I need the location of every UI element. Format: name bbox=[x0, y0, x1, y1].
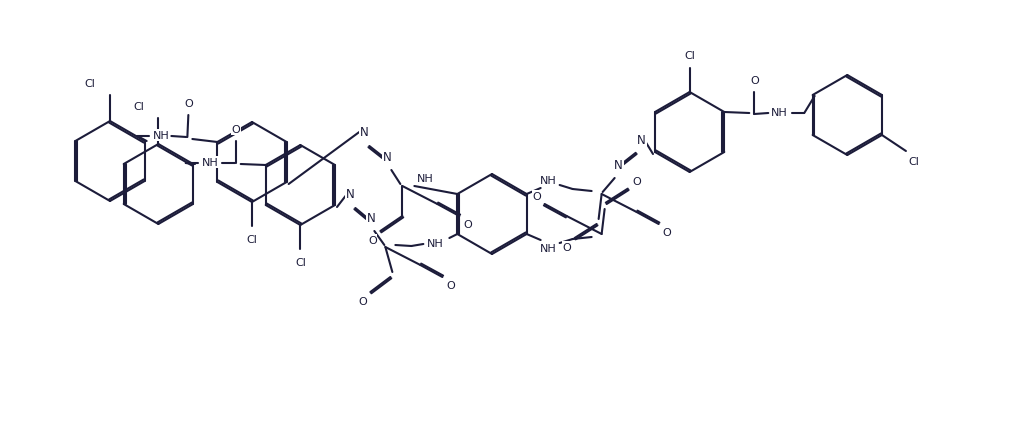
Text: O: O bbox=[463, 220, 471, 230]
Text: Cl: Cl bbox=[84, 79, 96, 89]
Text: Cl: Cl bbox=[133, 102, 144, 112]
Text: NH: NH bbox=[771, 108, 787, 118]
Text: Cl: Cl bbox=[295, 257, 306, 267]
Text: Cl: Cl bbox=[247, 234, 257, 244]
Text: NH: NH bbox=[153, 131, 170, 141]
Text: Cl: Cl bbox=[684, 51, 695, 61]
Text: NH: NH bbox=[540, 243, 557, 253]
Text: NH: NH bbox=[203, 158, 219, 168]
Text: N: N bbox=[637, 134, 646, 147]
Text: N: N bbox=[346, 188, 355, 201]
Text: N: N bbox=[614, 159, 623, 172]
Text: NH: NH bbox=[417, 174, 433, 184]
Text: N: N bbox=[367, 212, 376, 225]
Text: O: O bbox=[663, 227, 671, 237]
Text: Cl: Cl bbox=[909, 157, 919, 167]
Text: N: N bbox=[360, 126, 368, 139]
Text: O: O bbox=[232, 125, 240, 135]
Text: O: O bbox=[562, 243, 571, 253]
Text: NH: NH bbox=[427, 238, 443, 248]
Text: O: O bbox=[750, 76, 758, 86]
Text: O: O bbox=[632, 177, 641, 187]
Text: O: O bbox=[184, 99, 192, 109]
Text: O: O bbox=[358, 296, 366, 306]
Text: N: N bbox=[383, 151, 392, 164]
Text: O: O bbox=[532, 191, 541, 201]
Text: O: O bbox=[446, 280, 455, 290]
Text: NH: NH bbox=[540, 176, 557, 186]
Text: O: O bbox=[368, 236, 377, 246]
